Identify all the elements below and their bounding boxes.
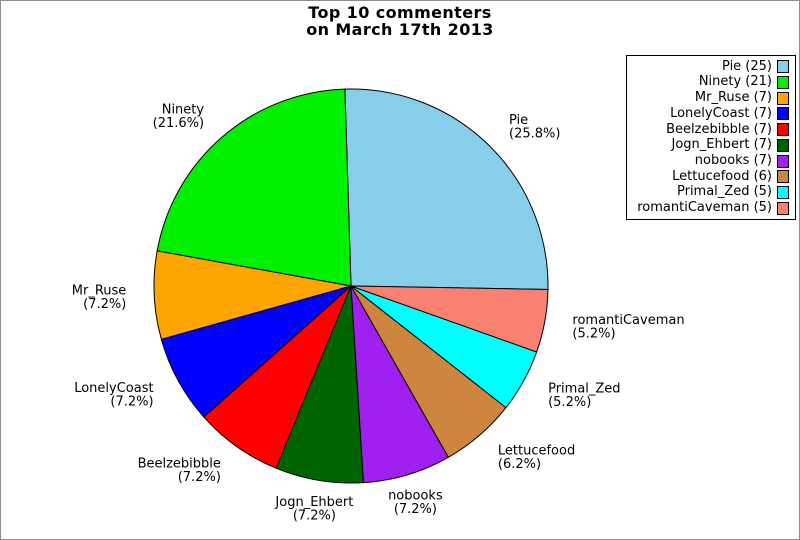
slice-label-Ninety: Ninety (21.6%) bbox=[153, 103, 205, 132]
legend-swatch bbox=[777, 123, 789, 137]
legend-label: LonelyCoast (7) bbox=[670, 105, 772, 121]
legend-label: nobooks (7) bbox=[694, 153, 772, 169]
slice-label-Jogn_Ehbert: Jogn_Ehbert (7.2%) bbox=[274, 495, 353, 524]
legend-swatch bbox=[777, 154, 789, 168]
legend-swatch bbox=[777, 185, 789, 199]
legend-swatch bbox=[777, 107, 789, 121]
legend-item: Lettucefood (6) bbox=[631, 168, 789, 184]
legend-item: Pie (25) bbox=[631, 58, 789, 74]
pie-slice-Pie bbox=[344, 88, 549, 290]
legend-label: Ninety (21) bbox=[698, 74, 772, 90]
slice-label-nobooks: nobooks (7.2%) bbox=[388, 489, 443, 517]
chart-title: Top 10 commenters on March 17th 2013 bbox=[1, 4, 799, 38]
legend-label: Mr_Ruse (7) bbox=[694, 90, 772, 106]
legend: Pie (25) Ninety (21) Mr_Ruse (7) LonelyCoas… bbox=[626, 55, 796, 220]
legend-item: Mr_Ruse (7) bbox=[631, 91, 789, 105]
legend-item: Jogn_Ehbert (7) bbox=[631, 138, 789, 152]
legend-item: nobooks (7) bbox=[631, 154, 789, 168]
slice-label-Lettucefood: Lettucefood (6.2%) bbox=[498, 443, 575, 472]
chart-title-line2: on March 17th 2013 bbox=[306, 20, 494, 39]
legend-swatch bbox=[777, 60, 789, 74]
slice-label-Primal_Zed: Primal_Zed (5.2%) bbox=[548, 382, 620, 411]
slice-label-Pie: Pie (25.8%) bbox=[509, 113, 560, 142]
legend-label: romantiCaveman (5) bbox=[637, 200, 772, 216]
legend-item: romantiCaveman (5) bbox=[631, 201, 789, 215]
pie-slice-romantiCaveman bbox=[350, 285, 549, 353]
pie-slice-Ninety bbox=[156, 88, 352, 287]
legend-swatch bbox=[777, 75, 789, 89]
legend-label: Beelzebibble (7) bbox=[666, 121, 772, 137]
slice-label-Beelzebibble: Beelzebibble (7.2%) bbox=[138, 457, 221, 486]
legend-item: Ninety (21) bbox=[631, 75, 789, 89]
legend-item: Beelzebibble (7) bbox=[631, 121, 789, 137]
chart-title-line1: Top 10 commenters bbox=[308, 3, 492, 22]
legend-item: LonelyCoast (7) bbox=[631, 105, 789, 121]
legend-swatch bbox=[777, 91, 789, 105]
legend-swatch bbox=[777, 138, 789, 152]
legend-label: Pie (25) bbox=[722, 58, 772, 74]
slice-label-romantiCaveman: romantiCaveman (5.2%) bbox=[572, 313, 684, 342]
legend-label: Primal_Zed (5) bbox=[676, 184, 772, 200]
slice-label-Mr_Ruse: Mr_Ruse (7.2%) bbox=[72, 284, 127, 313]
legend-swatch bbox=[777, 170, 789, 184]
slice-label-LonelyCoast: LonelyCoast (7.2%) bbox=[74, 381, 153, 410]
legend-swatch bbox=[777, 201, 789, 215]
legend-label: Jogn_Ehbert (7) bbox=[671, 137, 772, 153]
legend-label: Lettucefood (6) bbox=[672, 168, 772, 184]
legend-item: Primal_Zed (5) bbox=[631, 185, 789, 199]
